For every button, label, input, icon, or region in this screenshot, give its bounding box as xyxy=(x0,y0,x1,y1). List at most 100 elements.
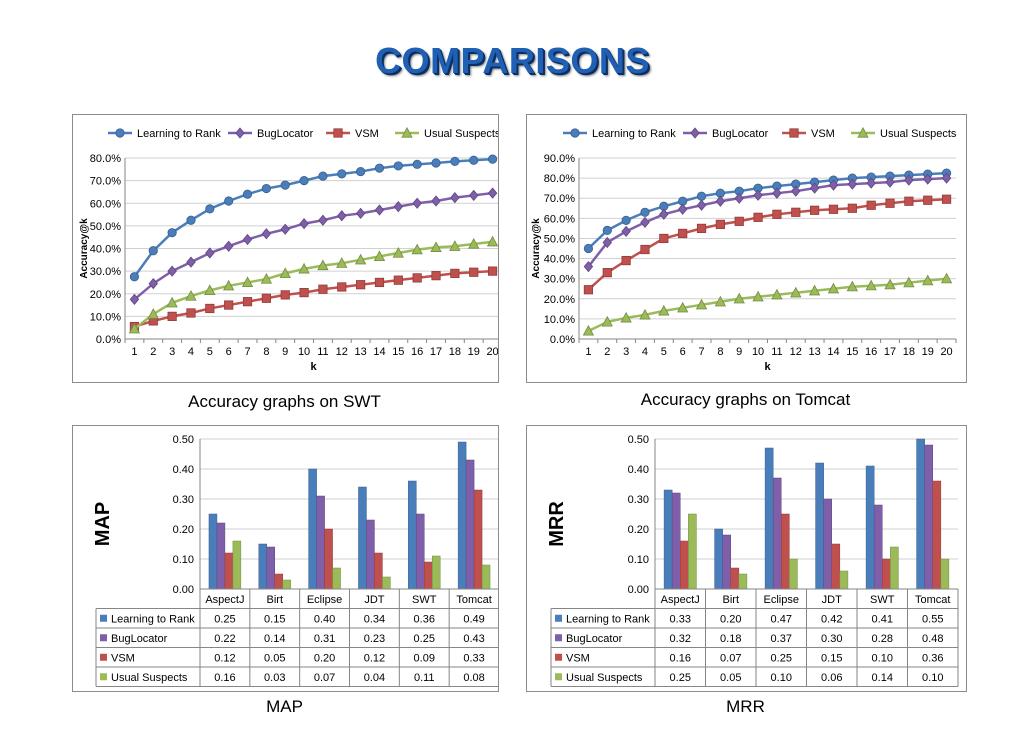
map-bar-usual-suspects xyxy=(282,579,291,590)
map-bar-learning-to-rank xyxy=(457,441,467,590)
swt-point-learning-to-rank xyxy=(148,246,158,256)
tomcat-point-usual-suspects xyxy=(922,274,934,286)
map-data-table: AspectJ Birt Eclipse JDT SWT Tomcat Learning t… xyxy=(95,588,498,687)
swt-point-buglocator xyxy=(355,207,366,220)
swt-point-usual-suspects xyxy=(128,322,141,334)
mrr-bar-buglocator xyxy=(671,492,681,590)
swt-point-vsm xyxy=(337,282,347,292)
swt-ytick-label: 10.0% xyxy=(90,311,121,323)
swt-point-buglocator xyxy=(393,201,404,213)
tomcat-point-buglocator xyxy=(659,208,669,220)
swt-point-buglocator xyxy=(318,214,328,226)
tomcat-point-buglocator xyxy=(828,179,839,191)
tomcat-series-buglocator xyxy=(583,172,952,273)
swt-ytick-label: 80.0% xyxy=(90,153,121,165)
swt-point-learning-to-rank xyxy=(450,156,460,166)
map-bar-buglocator xyxy=(416,513,425,590)
map-legend-label-vsm: VSM xyxy=(111,652,135,664)
swt-point-vsm xyxy=(412,273,422,283)
tomcat-xtick-label: 7 xyxy=(698,346,704,358)
tomcat-legend-label-buglocator: BugLocator xyxy=(712,128,769,140)
mrr-table-cell: 0.28 xyxy=(872,633,893,645)
swt-legend-marker-buglocator xyxy=(235,127,245,139)
tomcat-point-learning-to-rank xyxy=(696,191,707,201)
map-table-cell: 0.05 xyxy=(264,652,285,664)
slide-title: COMPARISONS xyxy=(375,40,650,81)
swt-ytick-label: 40.0% xyxy=(90,244,121,256)
swt-point-vsm xyxy=(469,267,479,277)
swt-point-usual-suspects xyxy=(411,243,423,255)
mrr-table-cell: 0.20 xyxy=(720,613,741,625)
map-bar-learning-to-rank xyxy=(208,513,218,590)
swt-xtick-label: 16 xyxy=(411,346,423,358)
tomcat-point-usual-suspects xyxy=(903,276,915,288)
mrr-table-cell: 0.48 xyxy=(922,633,943,645)
tomcat-legend-label-vsm: VSM xyxy=(811,128,835,140)
tomcat-point-learning-to-rank xyxy=(602,225,612,236)
map-category-label: Eclipse xyxy=(307,594,342,606)
swt-point-buglocator xyxy=(186,256,196,268)
mrr-category-label: JDT xyxy=(822,594,842,606)
mrr-legend-label-vsm: VSM xyxy=(566,652,590,664)
tomcat-ytick-label: 60.0% xyxy=(544,213,575,225)
mrr-bar-usual-suspects xyxy=(839,570,849,590)
map-bar-learning-to-rank xyxy=(358,486,367,590)
tomcat-point-usual-suspects xyxy=(865,279,877,291)
swt-point-learning-to-rank xyxy=(129,272,140,282)
map-bar-vsm xyxy=(324,528,333,590)
tomcat-xtick-label: 20 xyxy=(940,346,952,358)
map-table-cell: 0.40 xyxy=(314,613,335,625)
mrr-bar-vsm xyxy=(831,543,841,590)
swt-legend-marker-learning-to-rank xyxy=(115,128,125,138)
map-bar-usual-suspects xyxy=(431,555,441,590)
tomcat-ytick-label: 20.0% xyxy=(544,294,575,306)
mrr-y-axis-title: MRR xyxy=(546,501,568,547)
tomcat-point-buglocator xyxy=(602,236,612,249)
map-legend-label-learning-to-rank: Learning to Rank xyxy=(111,613,195,625)
tomcat-point-vsm xyxy=(696,223,707,233)
mrr-table-cell: 0.14 xyxy=(872,672,893,684)
mrr-category-label: Eclipse xyxy=(764,594,799,606)
tomcat-ytick-label: 50.0% xyxy=(544,233,575,245)
mrr-table-cell: 0.16 xyxy=(670,652,691,664)
swt-series-learning-to-rank xyxy=(129,154,498,282)
mrr-legend-label-learning-to-rank: Learning to Rank xyxy=(566,613,650,625)
tomcat-legend-marker-learning-to-rank xyxy=(570,128,580,138)
tomcat-xtick-label: 5 xyxy=(661,346,667,358)
tomcat-point-usual-suspects xyxy=(771,288,783,300)
tomcat-point-learning-to-rank xyxy=(621,215,631,225)
mrr-bar-learning-to-rank xyxy=(764,447,774,590)
swt-point-usual-suspects xyxy=(147,308,159,319)
map-bar-usual-suspects xyxy=(232,540,242,590)
tomcat-point-vsm xyxy=(941,194,952,204)
mrr-table-cell: 0.32 xyxy=(670,633,691,645)
swt-xtick-label: 15 xyxy=(392,346,404,358)
tomcat-ytick-label: 30.0% xyxy=(544,274,575,286)
tomcat-point-usual-suspects xyxy=(884,278,896,290)
swt-point-usual-suspects xyxy=(223,279,235,291)
tomcat-point-usual-suspects xyxy=(714,295,727,307)
mrr-bar-buglocator xyxy=(722,534,731,590)
swt-legend: Learning to Rank BugLocator VSM Usual Suspe… xyxy=(108,126,498,140)
swt-point-usual-suspects xyxy=(298,262,310,274)
swt-xtick-label: 11 xyxy=(317,346,328,358)
mrr-data-table: AspectJ Birt Eclipse JDT SWT Tomcat Learning t… xyxy=(550,588,959,687)
mrr-legend-key-buglocator xyxy=(555,634,562,642)
tomcat-point-learning-to-rank xyxy=(640,207,650,217)
swt-point-learning-to-rank xyxy=(205,204,215,214)
swt-x-axis-title: k xyxy=(310,361,317,373)
tomcat-point-buglocator xyxy=(677,203,688,215)
swt-point-buglocator xyxy=(280,223,290,235)
tomcat-legend-marker-usual-suspects xyxy=(857,126,869,138)
swt-point-usual-suspects xyxy=(336,257,348,268)
mrr-ytick-label: 0.10 xyxy=(628,554,649,566)
swt-point-learning-to-rank xyxy=(487,154,498,164)
tomcat-point-usual-suspects xyxy=(846,280,858,292)
mrr-table-cell: 0.10 xyxy=(922,672,943,684)
map-bar-vsm xyxy=(224,552,234,590)
swt-point-vsm xyxy=(242,297,253,307)
map-table-cell: 0.16 xyxy=(214,672,235,684)
map-ytick-label: 0.20 xyxy=(173,524,194,536)
tomcat-ytick-label: 0.0% xyxy=(550,334,575,346)
swt-point-buglocator xyxy=(129,293,140,306)
